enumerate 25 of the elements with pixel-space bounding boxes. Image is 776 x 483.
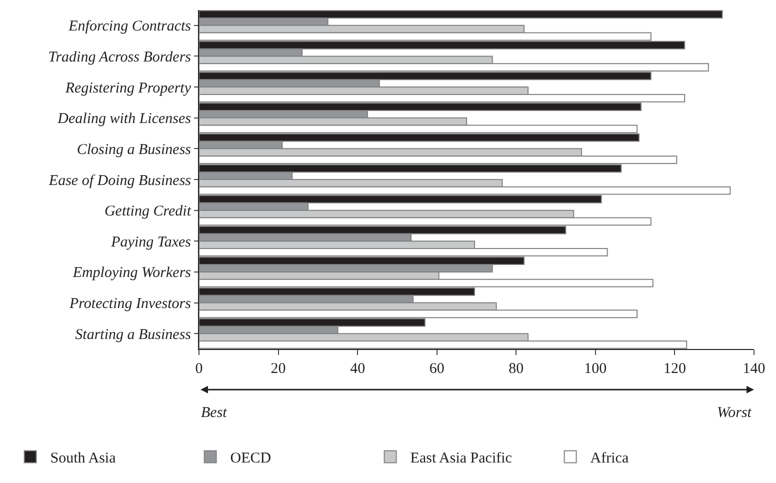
y-tick-label: Protecting Investors [68, 296, 192, 312]
x-tick-label: 20 [270, 361, 286, 377]
x-tick-label: 80 [508, 361, 524, 377]
y-tick-label: Dealing with Licenses [56, 111, 192, 128]
y-tick-label: Closing a Business [76, 142, 192, 158]
x-tick-label: 60 [429, 361, 444, 377]
y-tick-label: Ease of Doing Business [48, 172, 192, 189]
legend-label: OECD [230, 450, 272, 467]
y-tick-label: Enforcing Contracts [68, 18, 192, 35]
y-tick-label: Trading Across Borders [48, 49, 192, 66]
text: Worst [717, 405, 752, 421]
x-tick-label: 100 [584, 361, 607, 377]
legend-label: South Asia [50, 450, 116, 467]
y-tick-label: Registering Property [64, 80, 192, 96]
legend-label: East Asia Pacific [410, 450, 512, 467]
x-tick-label: 140 [742, 361, 766, 377]
y-tick-label: Starting a Business [75, 326, 192, 343]
text: Best [201, 405, 228, 421]
x-tick-label: 0 [195, 361, 203, 377]
y-tick-label: Employing Workers [72, 265, 192, 282]
y-tick-label: Paying Taxes [110, 234, 192, 250]
x-tick-label: 40 [350, 361, 366, 377]
legend-label: Africa [590, 450, 629, 467]
y-tick-label: Getting Credit [104, 204, 192, 220]
x-tick-label: 120 [663, 361, 686, 377]
